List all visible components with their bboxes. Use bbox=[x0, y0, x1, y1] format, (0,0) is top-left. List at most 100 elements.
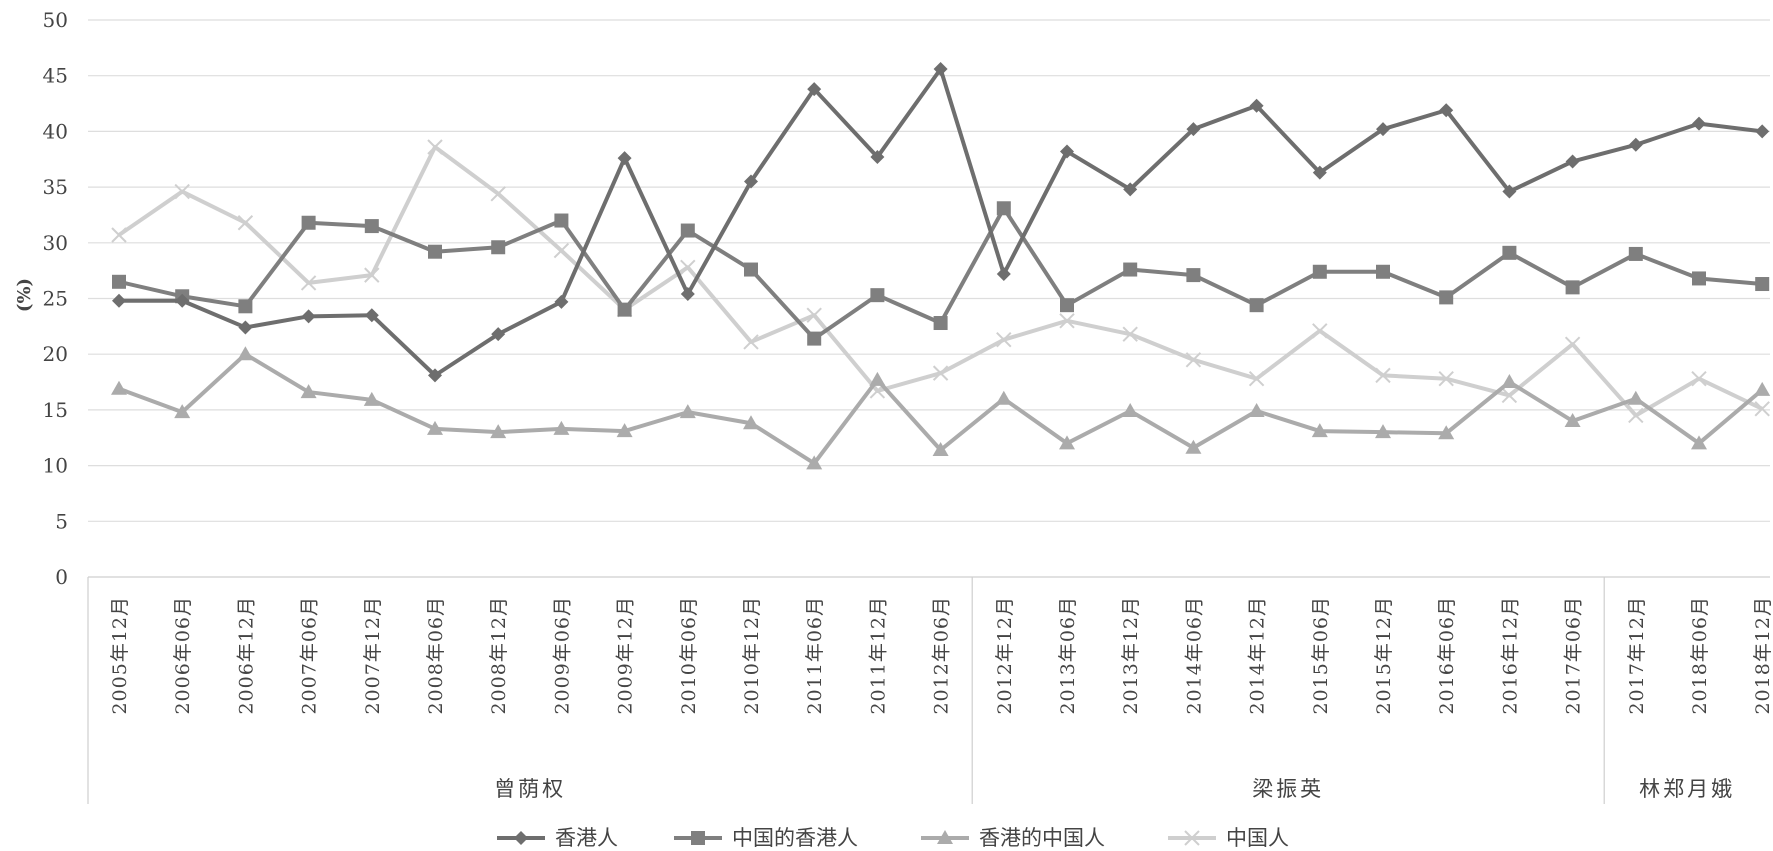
x-stroke bbox=[1628, 407, 1644, 424]
point-marker bbox=[174, 183, 190, 200]
legend-item: 中国人 bbox=[1168, 826, 1289, 850]
point-marker bbox=[1627, 390, 1644, 405]
point-marker bbox=[870, 288, 885, 303]
x-stroke bbox=[1248, 371, 1265, 387]
x-stroke bbox=[300, 275, 317, 291]
point-marker bbox=[1438, 425, 1455, 440]
x-tick-label: 2011年12月 bbox=[867, 596, 889, 715]
point-marker bbox=[691, 831, 705, 845]
x-tick-label: 2013年12月 bbox=[1120, 596, 1142, 715]
x-tick-label: 2005年12月 bbox=[109, 596, 131, 715]
x-stroke bbox=[1312, 323, 1328, 339]
legend-item: 香港人 bbox=[497, 826, 618, 850]
point-marker bbox=[1691, 435, 1707, 450]
point-marker bbox=[1439, 103, 1454, 118]
point-marker bbox=[743, 334, 759, 350]
point-marker bbox=[680, 287, 695, 302]
point-marker bbox=[175, 293, 190, 308]
point-marker bbox=[1186, 122, 1201, 137]
point-marker bbox=[1248, 371, 1265, 387]
x-tick-label: 2012年12月 bbox=[994, 596, 1016, 715]
x-stroke bbox=[680, 259, 696, 276]
point-marker bbox=[932, 365, 949, 381]
y-tick-label: 0 bbox=[55, 565, 68, 589]
point-marker bbox=[1376, 264, 1390, 279]
point-marker bbox=[1501, 387, 1518, 404]
point-marker bbox=[933, 62, 948, 77]
point-marker bbox=[491, 240, 506, 255]
point-marker bbox=[1184, 830, 1200, 846]
x-tick-label: 2007年12月 bbox=[362, 596, 384, 715]
point-marker bbox=[1565, 154, 1580, 169]
point-marker bbox=[679, 404, 696, 419]
legend-label: 中国的香港人 bbox=[732, 826, 858, 850]
point-marker bbox=[1564, 413, 1581, 428]
point-marker bbox=[1123, 262, 1138, 277]
x-stroke bbox=[1059, 313, 1075, 329]
x-stroke bbox=[1438, 371, 1454, 387]
x-stroke bbox=[932, 365, 949, 381]
point-marker bbox=[301, 215, 316, 230]
x-tick-label: 2007年06月 bbox=[299, 596, 321, 715]
point-marker bbox=[617, 151, 632, 166]
point-marker bbox=[514, 831, 528, 845]
x-stroke bbox=[806, 307, 822, 323]
series-3 bbox=[111, 139, 1770, 424]
point-marker bbox=[1122, 403, 1139, 418]
legend-label: 香港的中国人 bbox=[979, 826, 1105, 850]
point-marker bbox=[1502, 245, 1517, 260]
x-stroke bbox=[1501, 387, 1518, 404]
point-marker bbox=[1185, 352, 1202, 368]
point-marker bbox=[111, 380, 127, 395]
x-stroke bbox=[490, 186, 506, 202]
y-tick-label: 10 bbox=[43, 454, 68, 478]
point-marker bbox=[1755, 277, 1770, 292]
x-tick-label: 2015年06月 bbox=[1310, 596, 1332, 715]
point-marker bbox=[1060, 144, 1074, 159]
y-axis-label: (%) bbox=[14, 278, 35, 312]
point-marker bbox=[1501, 374, 1518, 389]
x-tick-label: 2009年12月 bbox=[615, 596, 637, 715]
x-tick-label: 2018年06月 bbox=[1689, 596, 1711, 715]
point-marker bbox=[112, 293, 126, 308]
x-tick-label: 2016年06月 bbox=[1436, 596, 1458, 715]
point-marker bbox=[427, 139, 443, 155]
point-marker bbox=[364, 267, 380, 283]
point-marker bbox=[237, 346, 254, 361]
point-marker bbox=[680, 223, 695, 238]
x-tick-label: 2013年06月 bbox=[1057, 596, 1079, 715]
point-marker bbox=[996, 201, 1011, 216]
point-marker bbox=[1185, 439, 1202, 454]
y-tick-label: 15 bbox=[43, 398, 68, 422]
point-marker bbox=[1312, 323, 1328, 339]
legend-label: 中国人 bbox=[1226, 826, 1289, 850]
point-marker bbox=[1692, 271, 1706, 286]
x-tick-label: 2009年06月 bbox=[551, 596, 573, 715]
x-stroke bbox=[1375, 367, 1391, 384]
point-marker bbox=[1755, 124, 1770, 139]
point-marker bbox=[996, 266, 1011, 281]
x-tick-label: 2006年12月 bbox=[235, 596, 257, 715]
point-marker bbox=[554, 213, 569, 228]
x-stroke bbox=[743, 334, 759, 350]
y-tick-label: 30 bbox=[43, 231, 68, 255]
y-axis: 0 5 10 15 20 25 30 35 40 45 50 bbox=[43, 8, 68, 589]
point-marker bbox=[427, 420, 443, 435]
x-stroke bbox=[174, 183, 190, 200]
x-tick-label: 2014年06月 bbox=[1183, 596, 1205, 715]
point-marker bbox=[806, 455, 823, 470]
point-marker bbox=[1564, 336, 1581, 352]
x-stroke bbox=[364, 267, 380, 283]
point-marker bbox=[428, 244, 442, 259]
y-tick-label: 40 bbox=[43, 119, 68, 143]
x-tick-label: 2014年12月 bbox=[1247, 596, 1269, 715]
x-axis: 2005年12月 2006年06月 2006年12月 2007年06月 2007年12月… bbox=[87, 577, 1773, 804]
legend-item: 香港的中国人 bbox=[921, 826, 1105, 850]
x-tick-label: 2010年12月 bbox=[741, 596, 763, 715]
group-label: 梁振英 bbox=[1252, 777, 1324, 801]
point-marker bbox=[933, 316, 948, 331]
x-stroke bbox=[1564, 336, 1581, 352]
series-2 bbox=[111, 346, 1771, 470]
point-marker bbox=[301, 309, 316, 324]
